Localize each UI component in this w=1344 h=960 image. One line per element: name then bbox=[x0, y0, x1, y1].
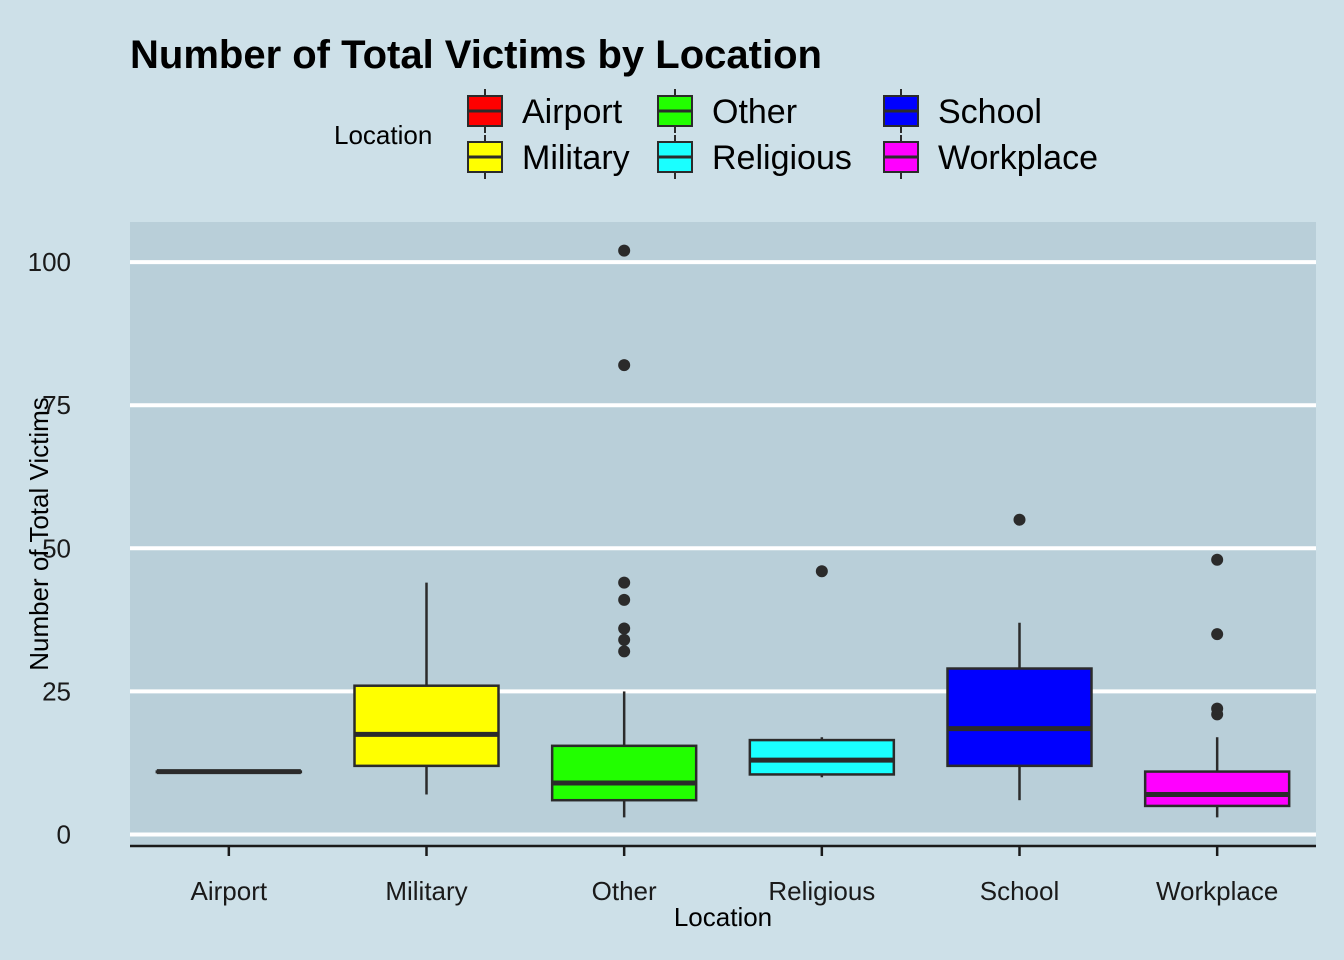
legend-label: Military bbox=[522, 139, 630, 177]
outlier-point bbox=[1211, 702, 1224, 715]
legend-title: Location bbox=[334, 120, 432, 150]
box-religious bbox=[748, 565, 896, 778]
x-tick-label: Other bbox=[592, 876, 657, 906]
legend-item-school: School bbox=[883, 89, 1042, 133]
x-tick-label: Military bbox=[385, 876, 467, 906]
y-tick-label: 25 bbox=[42, 676, 71, 706]
y-tick-label: 75 bbox=[42, 390, 71, 420]
legend-label: Workplace bbox=[938, 139, 1098, 177]
legend-label: Religious bbox=[712, 139, 852, 177]
legend-item-religious: Religious bbox=[657, 135, 852, 179]
legend-item-military: Military bbox=[467, 135, 630, 179]
box-body bbox=[748, 738, 896, 776]
outlier-point bbox=[618, 576, 631, 589]
box-other bbox=[550, 244, 698, 818]
box-body bbox=[353, 684, 500, 768]
outlier-point bbox=[1013, 513, 1026, 526]
x-axis-title: Location bbox=[674, 902, 772, 932]
box-body bbox=[1143, 770, 1291, 808]
y-tick-label: 100 bbox=[28, 247, 71, 277]
legend-item-airport: Airport bbox=[467, 89, 623, 133]
legend-label: School bbox=[938, 93, 1042, 131]
outlier-point bbox=[618, 645, 631, 658]
box-airport bbox=[155, 769, 303, 775]
chart-title: Number of Total Victims by Location bbox=[130, 33, 822, 77]
box-workplace bbox=[1143, 553, 1291, 818]
legend-item-workplace: Workplace bbox=[883, 135, 1098, 179]
gridlines bbox=[130, 260, 1316, 837]
x-tick-label: Workplace bbox=[1156, 876, 1278, 906]
outlier-point bbox=[1211, 553, 1224, 566]
y-tick-label: 50 bbox=[42, 533, 71, 563]
legend-item-other: Other bbox=[657, 89, 797, 133]
x-tick-label: Religious bbox=[768, 876, 875, 906]
legend-label: Airport bbox=[522, 93, 623, 131]
legend: Location Airport Other School Military Relig… bbox=[334, 89, 1098, 179]
legend-label: Other bbox=[712, 93, 797, 131]
outlier-point bbox=[1211, 628, 1224, 641]
boxes bbox=[155, 244, 1291, 818]
outlier-point bbox=[618, 633, 631, 646]
outlier-point bbox=[618, 622, 631, 635]
outlier-point bbox=[618, 244, 631, 257]
box-school bbox=[946, 513, 1093, 801]
x-tick-label: School bbox=[980, 876, 1060, 906]
box-body bbox=[946, 667, 1093, 768]
outlier-point bbox=[618, 359, 631, 372]
y-tick-label: 0 bbox=[57, 820, 71, 850]
outlier-point bbox=[618, 593, 631, 606]
axes: 0 25 50 75 100 Airport Military Other Religious S… bbox=[28, 247, 1316, 906]
plot-panel bbox=[130, 222, 1316, 846]
x-tick-label: Airport bbox=[191, 876, 268, 906]
y-axis-title: Number of Total Victims bbox=[24, 397, 54, 671]
box-body bbox=[550, 744, 698, 802]
box-military bbox=[353, 582, 500, 795]
outlier-point bbox=[815, 565, 828, 578]
